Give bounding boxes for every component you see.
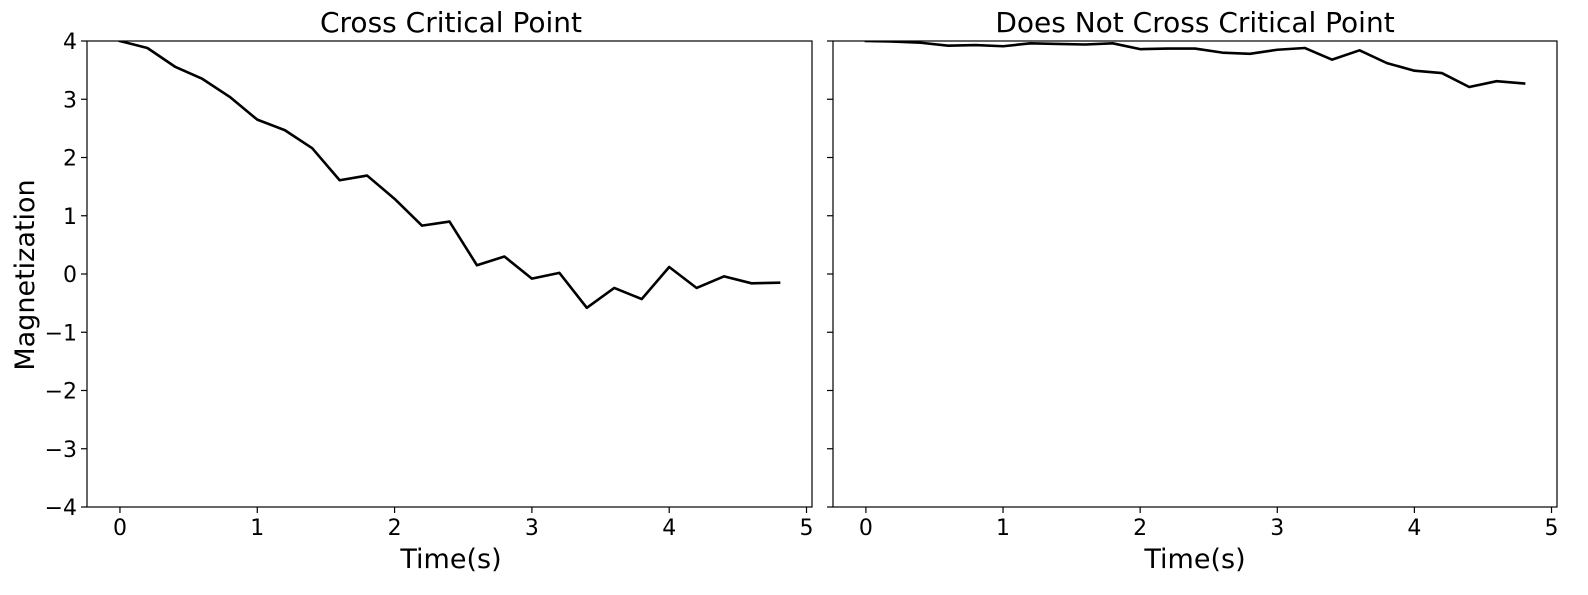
y-tick-label-left-0: −4 xyxy=(45,496,77,521)
y-axis-label-left: Magnetization xyxy=(10,179,41,370)
panel-right: Does Not Cross Critical Point 0 1 2 3 4 5 Tim… xyxy=(827,6,1559,575)
series-line-left-0 xyxy=(118,41,781,310)
chart-title-left: Cross Critical Point xyxy=(320,6,582,39)
y-tick-label-left-2: −2 xyxy=(45,380,77,405)
y-tick-label-left-1: −3 xyxy=(45,438,77,463)
x-tick-label-left-3: 3 xyxy=(525,516,539,541)
x-axis-label-right: Time(s) xyxy=(1143,544,1245,575)
axes-frame-left xyxy=(86,40,813,508)
y-tick-label-left-3: −1 xyxy=(45,321,77,346)
x-tick-label-right-1: 1 xyxy=(996,516,1010,541)
x-tick-label-right-5: 5 xyxy=(1545,516,1559,541)
x-tick-label-right-0: 0 xyxy=(859,516,873,541)
x-tick-label-left-5: 5 xyxy=(800,516,814,541)
x-axis-label-left: Time(s) xyxy=(399,544,501,575)
x-tick-label-left-2: 2 xyxy=(388,516,402,541)
x-tick-label-right-2: 2 xyxy=(1133,516,1147,541)
series-line-right-0 xyxy=(864,41,1526,89)
x-tick-label-right-3: 3 xyxy=(1270,516,1284,541)
x-tick-label-left-4: 4 xyxy=(662,516,676,541)
x-tick-label-left-0: 0 xyxy=(113,516,127,541)
y-tick-label-left-6: 2 xyxy=(63,147,77,172)
plot-area-left: 0 1 2 3 4 5 −4 −3 −2 −1 0 1 2 3 4 xyxy=(45,30,814,541)
chart-title-right: Does Not Cross Critical Point xyxy=(995,6,1394,39)
x-tick-label-left-1: 1 xyxy=(250,516,264,541)
y-tick-label-left-5: 1 xyxy=(63,205,77,230)
y-tick-label-left-4: 0 xyxy=(63,263,77,288)
axes-frame-right xyxy=(832,40,1558,508)
y-tick-label-left-7: 3 xyxy=(63,88,77,113)
x-tick-label-right-4: 4 xyxy=(1407,516,1421,541)
panel-left: Cross Critical Point 0 1 2 3 4 5 −4 −3 −2 −1 0 1 2 3 4… xyxy=(10,6,814,575)
y-tick-label-left-8: 4 xyxy=(63,30,77,55)
plot-area-right: 0 1 2 3 4 5 xyxy=(827,40,1559,541)
